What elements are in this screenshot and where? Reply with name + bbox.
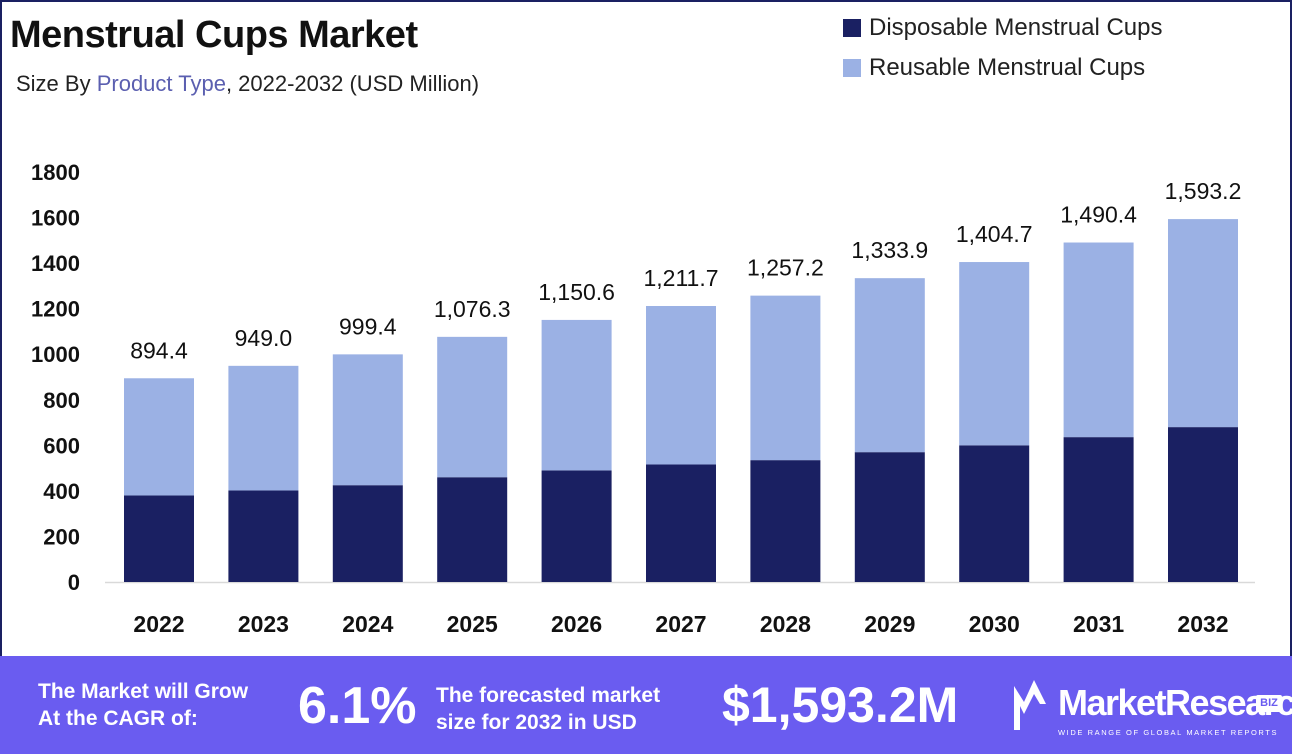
y-tick-label: 1400 — [31, 251, 80, 276]
bar-disposable — [646, 464, 716, 582]
legend: Disposable Menstrual Cups Reusable Menst… — [843, 8, 1162, 88]
bar-disposable — [228, 490, 299, 582]
y-tick-label: 200 — [43, 524, 80, 549]
chart-title: Menstrual Cups Market — [10, 14, 418, 56]
bar-total-label: 894.4 — [130, 337, 188, 363]
legend-swatch-reusable — [843, 59, 861, 77]
y-tick-label: 600 — [43, 433, 80, 458]
y-tick-label: 400 — [43, 479, 80, 504]
bar-reusable — [228, 365, 299, 491]
bar-total-label: 999.4 — [339, 313, 397, 339]
cagr-label-line1: The Market will Grow — [38, 680, 249, 703]
subtitle-highlight: Product Type — [96, 71, 226, 96]
bar-total-label: 1,211.7 — [643, 265, 718, 291]
y-tick-label: 1000 — [31, 342, 80, 367]
bar-total-label: 1,333.9 — [851, 237, 928, 263]
forecast-label: The forecasted market size for 2032 in U… — [436, 682, 660, 736]
bar-total-label: 1,490.4 — [1060, 202, 1137, 228]
subtitle-prefix: Size By — [16, 71, 97, 96]
brand-name: MarketResearch — [1058, 682, 1292, 723]
x-tick-label: 2031 — [1073, 611, 1124, 637]
cagr-label: The Market will Grow At the CAGR of: — [38, 678, 248, 732]
bar-reusable — [437, 336, 508, 478]
bar-disposable — [1168, 427, 1238, 582]
bar-reusable — [646, 306, 716, 465]
bar-total-label: 1,150.6 — [538, 279, 615, 305]
bar-reusable — [959, 262, 1030, 446]
bar-reusable — [332, 354, 403, 486]
forecast-label-line2: size for 2032 in USD — [436, 711, 637, 734]
x-tick-label: 2029 — [864, 611, 915, 637]
x-tick-label: 2032 — [1177, 611, 1228, 637]
x-tick-label: 2026 — [551, 611, 602, 637]
bar-disposable — [332, 485, 403, 582]
legend-swatch-disposable — [843, 19, 861, 37]
market-research-logo-icon — [1014, 680, 1046, 730]
x-tick-label: 2027 — [655, 611, 706, 637]
bar-total-label: 1,404.7 — [956, 221, 1033, 247]
subtitle-suffix: , 2022-2032 (USD Million) — [225, 71, 480, 96]
bar-reusable — [854, 278, 925, 453]
cagr-value: 6.1% — [298, 677, 417, 735]
x-tick-label: 2023 — [238, 611, 289, 637]
cagr-label-line2: At the CAGR of: — [38, 707, 198, 730]
x-tick-label: 2025 — [447, 611, 498, 637]
legend-item-disposable: Disposable Menstrual Cups — [843, 8, 1162, 48]
forecast-value: $1,593.2M — [722, 677, 959, 733]
bar-disposable — [1063, 437, 1134, 582]
summary-banner: The Market will Grow At the CAGR of: 6.1… — [0, 656, 1292, 754]
brand-tagline: WIDE RANGE OF GLOBAL MARKET REPORTS — [1058, 728, 1279, 737]
x-tick-label: 2028 — [760, 611, 811, 637]
bar-disposable — [124, 495, 194, 582]
bar-total-label: 1,257.2 — [747, 255, 824, 281]
bar-reusable — [124, 378, 194, 496]
forecast-label-line1: The forecasted market — [436, 684, 661, 707]
x-tick-label: 2030 — [969, 611, 1020, 637]
bar-reusable — [541, 319, 612, 471]
bar-disposable — [854, 452, 925, 582]
bar-total-label: 949.0 — [235, 325, 293, 351]
y-tick-label: 1600 — [31, 206, 80, 231]
x-tick-label: 2022 — [133, 611, 184, 637]
bar-chart: 0 200 400 600 800 1000 1200 1400 1600 1800 894.4 20… — [31, 160, 1255, 637]
y-tick-label: 800 — [43, 388, 80, 413]
bar-disposable — [959, 445, 1030, 582]
x-tick-label: 2024 — [342, 611, 393, 637]
bar-total-label: 1,593.2 — [1165, 178, 1242, 204]
chart-subtitle: Size By Product Type, 2022-2032 (USD Mil… — [16, 71, 479, 97]
legend-item-reusable: Reusable Menstrual Cups — [843, 48, 1162, 88]
bar-reusable — [750, 295, 821, 461]
y-tick-label: 1800 — [31, 160, 80, 185]
bar-reusable — [1168, 219, 1238, 428]
legend-label-reusable: Reusable Menstrual Cups — [869, 54, 1146, 81]
bar-total-label: 1,076.3 — [434, 296, 511, 322]
bar-reusable — [1063, 242, 1134, 438]
bar-disposable — [541, 470, 612, 582]
bar-disposable — [437, 477, 508, 582]
legend-label-disposable: Disposable Menstrual Cups — [869, 14, 1163, 41]
y-tick-label: 0 — [68, 570, 80, 595]
y-tick-label: 1200 — [31, 297, 80, 322]
bar-disposable — [750, 460, 821, 582]
brand-badge: BIZ — [1256, 695, 1282, 712]
